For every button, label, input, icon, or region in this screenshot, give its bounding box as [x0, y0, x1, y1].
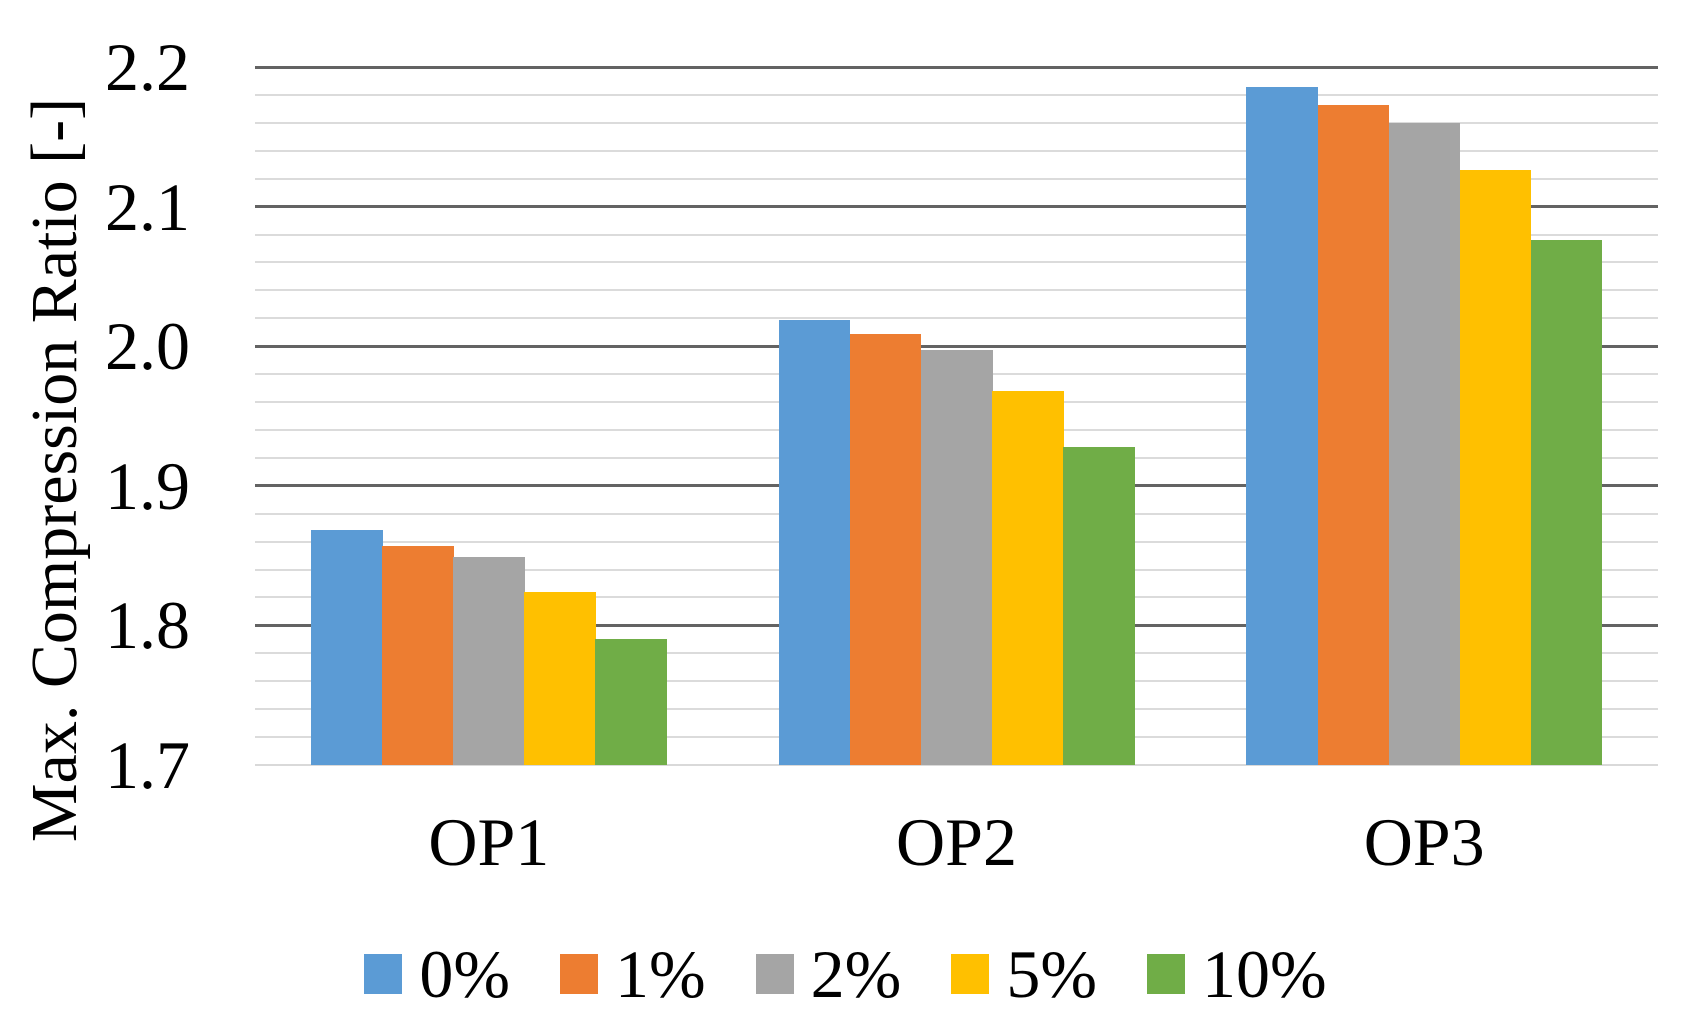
bar-OP1-10%	[595, 639, 668, 765]
x-category-label-OP3: OP3	[1363, 804, 1485, 880]
y-tick-label-2.2: 2.2	[105, 29, 190, 105]
bar-OP1-2%	[453, 557, 525, 765]
major-gridline-2.20	[255, 65, 1658, 69]
y-tick-label-1.9: 1.9	[105, 447, 190, 524]
bar-OP3-0%	[1246, 86, 1318, 765]
minor-gridline-2.04	[255, 289, 1658, 292]
legend-item-1%: 1%	[560, 938, 706, 1010]
bar-OP3-5%	[1459, 170, 1532, 765]
minor-gridline-2.06	[255, 261, 1658, 264]
legend-label-10%: 10%	[1201, 936, 1327, 1012]
legend-label-2%: 2%	[810, 936, 902, 1012]
minor-gridline-2.08	[255, 233, 1658, 236]
legend-swatch-0%	[364, 954, 403, 994]
legend-swatch-10%	[1146, 954, 1185, 994]
legend-swatch-2%	[755, 954, 794, 994]
legend-swatch-5%	[951, 954, 990, 994]
y-tick-label-2.0: 2.0	[105, 308, 190, 385]
legend-item-10%: 10%	[1146, 936, 1327, 1012]
legend-label-0%: 0%	[419, 936, 511, 1012]
y-tick-label-1.7: 1.7	[105, 727, 190, 803]
y-tick-label-1.8: 1.8	[105, 587, 190, 664]
minor-gridline-2.18	[255, 93, 1658, 96]
bar-OP2-1%	[849, 333, 922, 765]
minor-gridline-2.02	[255, 317, 1658, 320]
x-category-label-OP2: OP2	[896, 804, 1017, 880]
bar-OP2-5%	[992, 390, 1064, 765]
legend-label-5%: 5%	[1006, 936, 1097, 1012]
bar-OP3-2%	[1388, 122, 1461, 765]
bar-OP2-2%	[920, 350, 993, 765]
plot-area	[255, 65, 1658, 766]
major-gridline-2.10	[255, 205, 1658, 209]
x-axis-line	[255, 764, 1658, 766]
legend-swatch-1%	[560, 954, 599, 994]
x-category-label-OP1: OP1	[428, 804, 550, 880]
minor-gridline-2.12	[255, 177, 1658, 180]
bar-OP1-1%	[382, 545, 454, 765]
minor-gridline-2.16	[255, 121, 1658, 124]
legend-item-2%: 2%	[755, 936, 902, 1012]
bar-OP1-0%	[311, 530, 383, 765]
bar-OP2-0%	[778, 319, 851, 765]
y-tick-label-2.1: 2.1	[105, 168, 190, 245]
bar-OP3-1%	[1317, 104, 1390, 765]
bar-OP3-10%	[1530, 240, 1603, 765]
legend-item-5%: 5%	[951, 938, 1097, 1010]
major-gridline-2.00	[255, 344, 1658, 348]
bar-OP1-5%	[524, 591, 596, 765]
minor-gridline-2.14	[255, 149, 1658, 152]
legend-label-1%: 1%	[615, 936, 706, 1012]
bar-OP2-10%	[1063, 446, 1135, 765]
legend-item-0%: 0%	[364, 938, 510, 1010]
legend: 0% 1% 2% 5% 10%	[0, 932, 1691, 1016]
